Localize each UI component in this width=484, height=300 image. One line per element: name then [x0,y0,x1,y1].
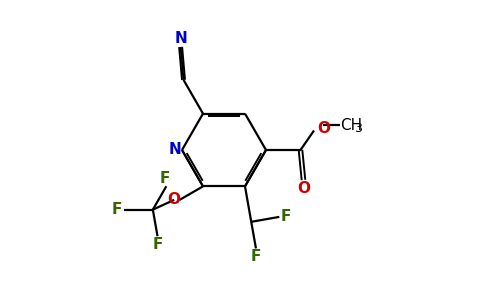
Text: F: F [160,171,170,186]
Text: F: F [251,249,261,264]
Text: N: N [169,142,182,158]
Text: F: F [280,209,290,224]
Text: N: N [174,31,187,46]
Text: O: O [168,192,181,207]
Text: O: O [318,121,331,136]
Text: CH: CH [340,118,362,133]
Text: F: F [152,237,163,252]
Text: O: O [297,181,310,196]
Text: F: F [112,202,122,217]
Text: 3: 3 [354,122,362,135]
